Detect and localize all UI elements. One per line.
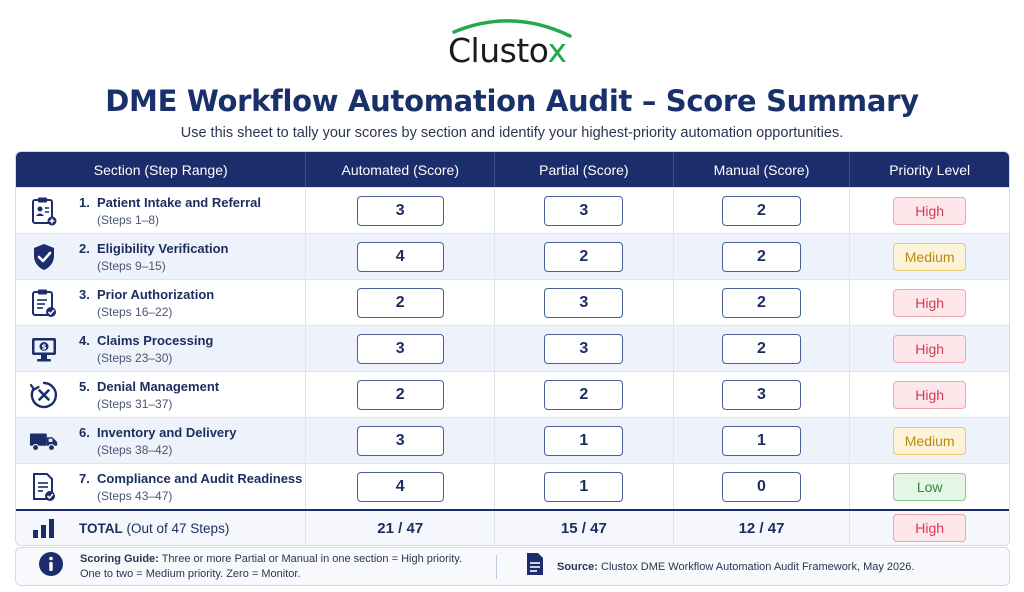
automated-score-box[interactable]: 2 bbox=[356, 379, 444, 410]
circle-x-icon bbox=[29, 380, 59, 410]
manual-score-box[interactable]: 0 bbox=[722, 471, 801, 502]
clustox-logo: Clustox bbox=[442, 14, 592, 74]
clipboard-check-icon bbox=[29, 288, 59, 318]
info-icon bbox=[38, 551, 64, 582]
automated-score-box[interactable]: 4 bbox=[356, 241, 444, 272]
header-priority: Priority Level bbox=[889, 161, 971, 178]
header-section: Section (Step Range) bbox=[16, 152, 307, 187]
manual-score-box[interactable]: 3 bbox=[722, 379, 801, 410]
automated-score-box[interactable]: 3 bbox=[356, 195, 444, 226]
automated-score-box[interactable]: 3 bbox=[356, 425, 444, 456]
priority-badge: High bbox=[893, 334, 967, 363]
table-header: Section (Step Range) Automated (Score) P… bbox=[16, 152, 1009, 187]
logo-swoosh-icon bbox=[452, 19, 572, 38]
table-row: $ 4. Claims Processing (Steps 23–30) 3 3 2… bbox=[16, 325, 1009, 371]
guide-label: Scoring Guide: bbox=[80, 552, 159, 565]
total-automated: 21 / 47 bbox=[377, 519, 424, 537]
table-row: 6. Inventory and Delivery (Steps 38–42) 3 … bbox=[16, 417, 1009, 463]
shield-check-icon bbox=[29, 242, 59, 272]
document-icon bbox=[525, 552, 545, 581]
source-note: Source: Clustox DME Workflow Automation … bbox=[497, 552, 914, 581]
source-label: Source: bbox=[557, 560, 598, 573]
automated-score-box[interactable]: 4 bbox=[356, 471, 444, 502]
partial-score-box[interactable]: 3 bbox=[544, 333, 624, 364]
partial-score-box[interactable]: 2 bbox=[544, 241, 624, 272]
section-range: (Steps 23–30) bbox=[97, 350, 173, 365]
logo-text: Clustox bbox=[448, 31, 567, 70]
partial-score-box[interactable]: 3 bbox=[544, 287, 624, 318]
automated-score-box[interactable]: 3 bbox=[356, 333, 444, 364]
header-partial: Partial (Score) bbox=[495, 152, 674, 187]
table-row: 5. Denial Management (Steps 31–37) 2 2 3 H… bbox=[16, 371, 1009, 417]
footer-notes: Scoring Guide: Three or more Partial or … bbox=[15, 547, 1010, 586]
document-check-icon bbox=[29, 472, 59, 502]
section-name: Compliance and Audit Readiness bbox=[97, 470, 303, 486]
partial-score-box[interactable]: 2 bbox=[544, 379, 624, 410]
total-priority-badge: High bbox=[893, 514, 967, 542]
partial-score-box[interactable]: 1 bbox=[544, 471, 624, 502]
total-row: TOTAL (Out of 47 Steps) 21 / 47 15 / 47 … bbox=[16, 509, 1009, 545]
monitor-dollar-icon: $ bbox=[29, 334, 59, 364]
score-summary-table: Section (Step Range) Automated (Score) P… bbox=[15, 151, 1010, 546]
priority-badge: High bbox=[893, 196, 967, 225]
priority-badge: High bbox=[893, 380, 967, 409]
section-name: Denial Management bbox=[97, 378, 220, 394]
section-name: Patient Intake and Referral bbox=[97, 194, 261, 210]
section-range: (Steps 16–22) bbox=[97, 304, 173, 319]
table-row: 2. Eligibility Verification (Steps 9–15) 4… bbox=[16, 233, 1009, 279]
section-name: Eligibility Verification bbox=[97, 240, 229, 256]
partial-score-box[interactable]: 1 bbox=[544, 425, 624, 456]
priority-badge: Medium bbox=[893, 426, 967, 455]
header-automated: Automated (Score) bbox=[306, 152, 496, 187]
section-range: (Steps 43–47) bbox=[97, 488, 173, 503]
section-name: Inventory and Delivery bbox=[97, 424, 237, 440]
page-subtitle: Use this sheet to tally your scores by s… bbox=[180, 125, 844, 141]
header-manual: Manual (Score) bbox=[674, 152, 851, 187]
total-manual: 12 / 47 bbox=[738, 519, 785, 537]
total-label: TOTAL (Out of 47 Steps) bbox=[79, 520, 230, 536]
manual-score-box[interactable]: 2 bbox=[722, 195, 801, 226]
clipboard-user-icon bbox=[29, 196, 59, 226]
total-partial: 15 / 47 bbox=[560, 519, 607, 537]
section-name: Claims Processing bbox=[97, 332, 214, 348]
manual-score-box[interactable]: 2 bbox=[722, 333, 801, 364]
automated-score-box[interactable]: 2 bbox=[356, 287, 444, 318]
truck-icon bbox=[29, 426, 59, 456]
table-row: 7. Compliance and Audit Readiness (Steps 4… bbox=[16, 463, 1009, 509]
priority-badge: High bbox=[893, 288, 967, 317]
page-title: DME Workflow Automation Audit – Score Su… bbox=[105, 84, 919, 118]
table-row: 3. Prior Authorization (Steps 16–22) 2 3 2… bbox=[16, 279, 1009, 325]
section-range: (Steps 1–8) bbox=[97, 212, 160, 227]
section-range: (Steps 9–15) bbox=[97, 258, 166, 273]
source-text: Clustox DME Workflow Automation Audit Fr… bbox=[601, 560, 915, 573]
manual-score-box[interactable]: 1 bbox=[722, 425, 801, 456]
priority-badge: Low bbox=[893, 472, 967, 501]
partial-score-box[interactable]: 3 bbox=[544, 195, 624, 226]
section-range: (Steps 31–37) bbox=[97, 396, 173, 411]
section-name: Prior Authorization bbox=[97, 286, 215, 302]
bar-chart-icon bbox=[29, 513, 59, 543]
guide-line2: One to two = Medium priority. Zero = Mon… bbox=[80, 567, 301, 580]
svg-text:$: $ bbox=[41, 342, 46, 351]
table-row: 1. Patient Intake and Referral (Steps 1–8)… bbox=[16, 187, 1009, 233]
guide-line1: Three or more Partial or Manual in one s… bbox=[161, 552, 462, 565]
scoring-guide: Scoring Guide: Three or more Partial or … bbox=[16, 551, 496, 582]
manual-score-box[interactable]: 2 bbox=[722, 287, 801, 318]
manual-score-box[interactable]: 2 bbox=[722, 241, 801, 272]
section-range: (Steps 38–42) bbox=[97, 442, 173, 457]
priority-badge: Medium bbox=[893, 242, 967, 271]
footer-divider bbox=[496, 554, 497, 579]
